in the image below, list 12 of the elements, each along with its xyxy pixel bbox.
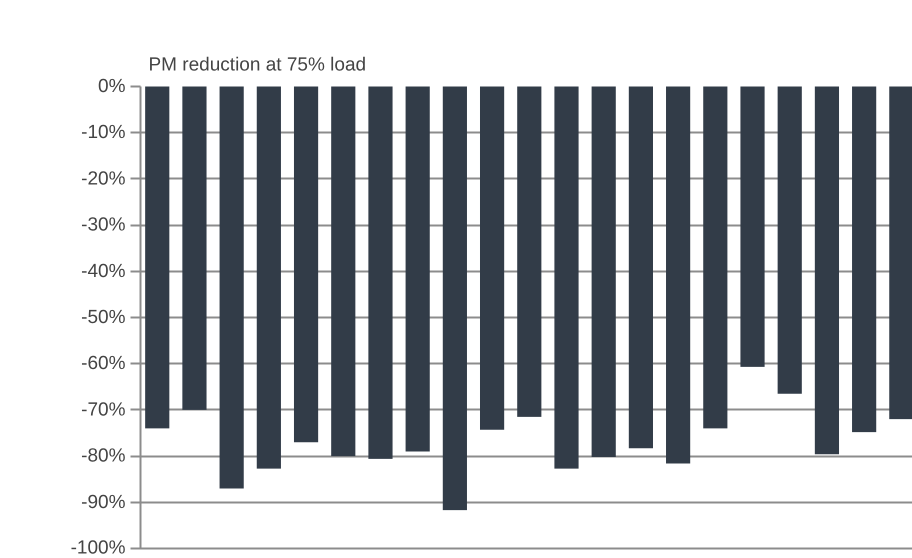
y-tick-label: -70% <box>81 399 126 420</box>
y-tick-label: -80% <box>81 446 126 467</box>
y-tick-label: -40% <box>81 260 126 282</box>
y-tick-label: -30% <box>81 214 126 236</box>
y-tick-label: -50% <box>81 307 126 328</box>
y-tick-label: -20% <box>81 168 126 190</box>
y-tick-label: -60% <box>81 353 126 374</box>
y-tick-label: -10% <box>81 122 126 144</box>
y-tick-label: -90% <box>81 492 126 513</box>
y-tick-label: 0% <box>98 76 126 97</box>
y-tick-label: -100% <box>70 538 126 558</box>
chart-title: PM reduction at 75% load <box>148 54 366 76</box>
